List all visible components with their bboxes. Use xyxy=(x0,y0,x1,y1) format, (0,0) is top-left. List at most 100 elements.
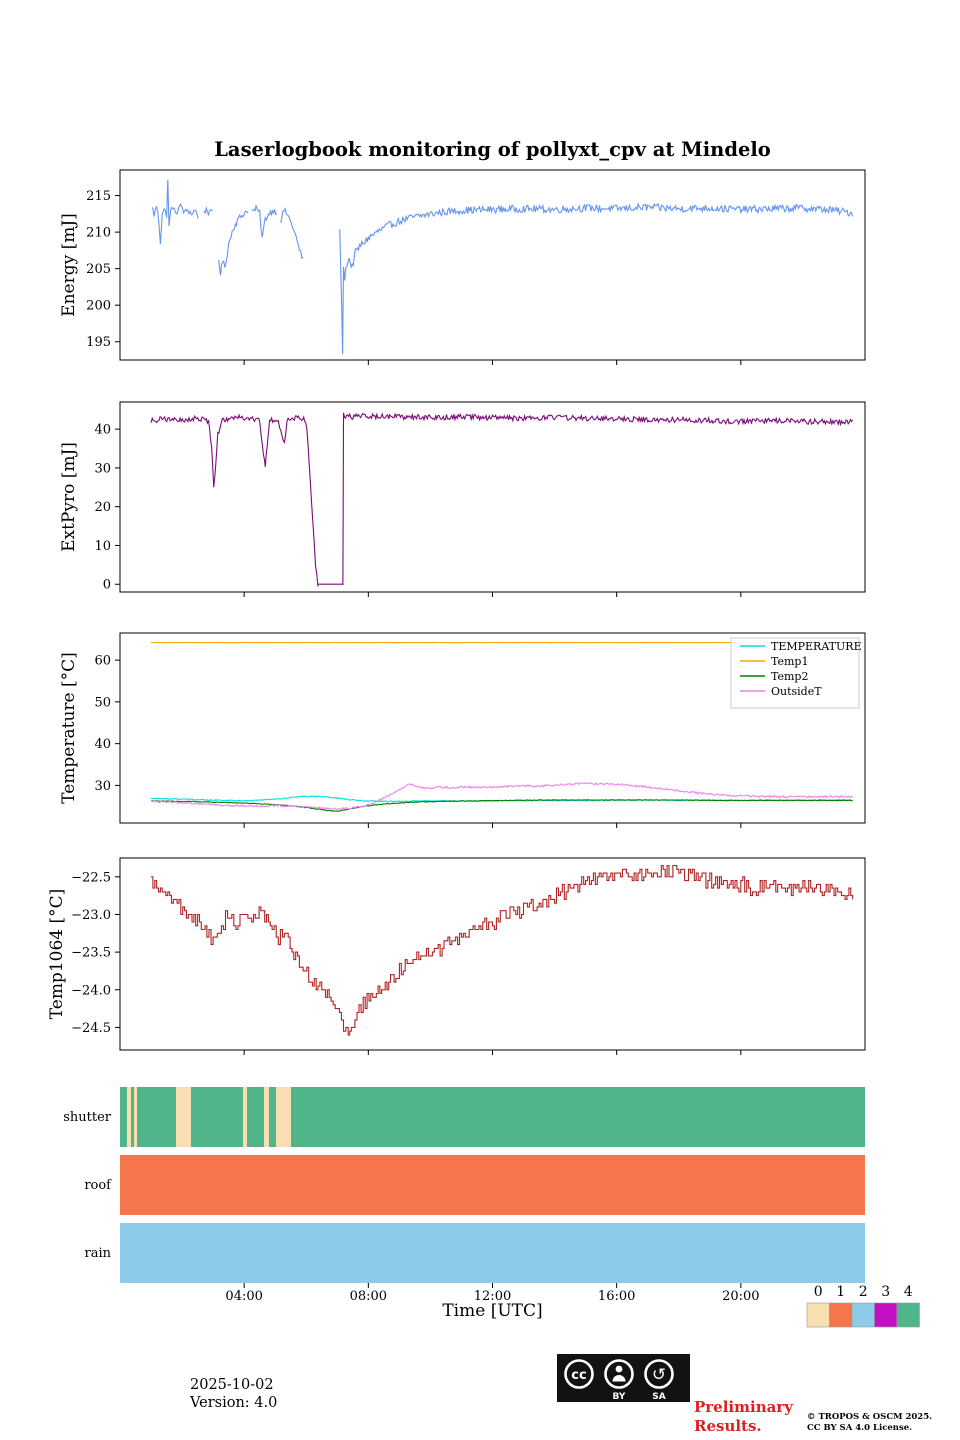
series-extpyro xyxy=(150,412,854,587)
colorbar-cell xyxy=(874,1302,898,1328)
y-tick-label: −23.5 xyxy=(71,946,111,961)
cc-sa-arrow-icon xyxy=(644,1359,674,1389)
y-tick-label: 205 xyxy=(86,262,111,277)
y-axis-label: ExtPyro [mJ] xyxy=(59,442,79,552)
series-temp2 xyxy=(151,799,853,812)
status-row-label: roof xyxy=(84,1178,112,1193)
status-segment xyxy=(120,1155,865,1215)
preliminary-line1: Preliminary xyxy=(694,1398,793,1416)
copyright-line2: CC BY SA 4.0 License. xyxy=(807,1423,913,1433)
y-tick-label: 10 xyxy=(94,539,111,554)
status-segment xyxy=(191,1087,243,1147)
colorbar-tick-label: 4 xyxy=(904,1284,913,1300)
preliminary-line2: Results. xyxy=(694,1417,762,1435)
status-segment xyxy=(175,1087,192,1147)
status-row-rain: rain xyxy=(85,1223,865,1283)
status-segment xyxy=(137,1087,176,1147)
status-segment xyxy=(120,1223,865,1283)
y-tick-label: 210 xyxy=(86,226,111,241)
colorbar-tick-label: 2 xyxy=(859,1284,868,1300)
y-tick-label: 40 xyxy=(94,423,111,438)
axes-frame xyxy=(119,857,866,1051)
cc-sa-label: SA xyxy=(652,1392,665,1402)
figure-title: Laserlogbook monitoring of pollyxt_cpv a… xyxy=(214,138,771,161)
x-tick-label: 16:00 xyxy=(598,1289,635,1304)
y-tick-label: 30 xyxy=(94,461,111,476)
footer-version: Version: 4.0 xyxy=(190,1395,278,1411)
y-tick-label: 30 xyxy=(94,779,111,794)
axes-frame xyxy=(119,169,866,361)
y-tick-label: 50 xyxy=(94,695,111,710)
status-segment xyxy=(269,1087,277,1147)
status-row-shutter: shutter xyxy=(63,1087,865,1147)
colorbar-tick-label: 0 xyxy=(814,1284,823,1300)
cc-by-person-icon xyxy=(604,1359,634,1389)
legend-label: Temp2 xyxy=(771,670,808,683)
y-tick-label: 200 xyxy=(86,299,111,314)
y-axis-label: Temp1064 [°C] xyxy=(47,889,67,1020)
colorbar-tick-label: 3 xyxy=(881,1284,890,1300)
status-segment xyxy=(120,1087,128,1147)
status-row-label: rain xyxy=(85,1246,112,1261)
panel-energy: 195 200 205 210 215 Energy [mJ] xyxy=(59,169,866,365)
x-axis-label: Time [UTC] xyxy=(442,1301,542,1321)
y-tick-label: 60 xyxy=(94,654,111,669)
y-tick-label: 0 xyxy=(103,578,111,593)
x-tick-label: 04:00 xyxy=(225,1289,262,1304)
status-row-roof: roof xyxy=(84,1155,865,1215)
colorbar-cell xyxy=(806,1302,830,1328)
legend-label: TEMPERATURE xyxy=(771,640,862,653)
panel-extpyro: 0 10 20 30 40 ExtPyro [mJ] xyxy=(59,401,866,597)
legend: TEMPERATURE Temp1 Temp2 OutsideT xyxy=(730,637,862,709)
y-tick-label: 215 xyxy=(86,189,111,204)
axes-frame xyxy=(119,401,866,593)
status-row-label: shutter xyxy=(63,1110,112,1125)
cc-logo-icon xyxy=(564,1359,594,1389)
colorbar-tick-label: 1 xyxy=(836,1284,845,1300)
y-tick-label: 20 xyxy=(94,500,111,515)
colorbar-cell xyxy=(851,1302,875,1328)
legend-box xyxy=(730,637,860,709)
series-outsidet xyxy=(150,781,853,811)
preliminary-note: Preliminary Results. xyxy=(694,1398,793,1436)
status-segment xyxy=(130,1087,134,1147)
cc-license-badge: cc ↺ BY SA xyxy=(557,1354,690,1402)
y-tick-label: −24.5 xyxy=(71,1021,111,1036)
colorbar-cell xyxy=(896,1302,920,1328)
footer-date: 2025-10-02 xyxy=(190,1377,274,1393)
legend-label: OutsideT xyxy=(771,685,822,698)
y-tick-label: 40 xyxy=(94,737,111,752)
cc-by-person-body xyxy=(612,1375,626,1382)
status-segment xyxy=(247,1087,265,1147)
x-tick-label: 08:00 xyxy=(350,1289,387,1304)
status-segment xyxy=(264,1087,269,1147)
y-axis-label: Temperature [°C] xyxy=(59,652,79,804)
panel-temp1064: −22.5 −23.0 −23.5 −24.0 −24.5 Temp1064 [°C] xyxy=(47,857,866,1055)
x-tick-label: 12:00 xyxy=(474,1289,511,1304)
status-segment xyxy=(134,1087,138,1147)
x-tick-label: 20:00 xyxy=(722,1289,759,1304)
y-tick-label: −24.0 xyxy=(71,983,111,998)
copyright-line1: © TROPOS & OSCM 2025. xyxy=(807,1412,933,1422)
status-segment xyxy=(276,1087,291,1147)
cc-sa-arrow-glyph: ↺ xyxy=(652,1365,666,1385)
cc-logo-text: cc xyxy=(571,1368,586,1383)
status-segment xyxy=(291,1087,865,1147)
status-segment xyxy=(242,1087,247,1147)
y-axis-label: Energy [mJ] xyxy=(59,213,79,317)
legend-label: Temp1 xyxy=(771,655,808,668)
panel-status: shutter roof rain 04:00 08:00 12:00 16:00 20:00… xyxy=(63,1087,920,1328)
y-tick-label: −23.0 xyxy=(71,908,111,923)
status-segment xyxy=(127,1087,131,1147)
series-energy xyxy=(152,179,854,355)
cc-by-label: BY xyxy=(613,1392,626,1402)
series-temp1064 xyxy=(151,864,854,1036)
colorbar-cell xyxy=(829,1302,853,1328)
y-tick-label: 195 xyxy=(86,335,111,350)
copyright-note: © TROPOS & OSCM 2025. CC BY SA 4.0 Licen… xyxy=(807,1412,932,1434)
footer-date-version: 2025-10-02 Version: 4.0 xyxy=(190,1376,277,1412)
cc-by-person-head xyxy=(615,1365,623,1373)
